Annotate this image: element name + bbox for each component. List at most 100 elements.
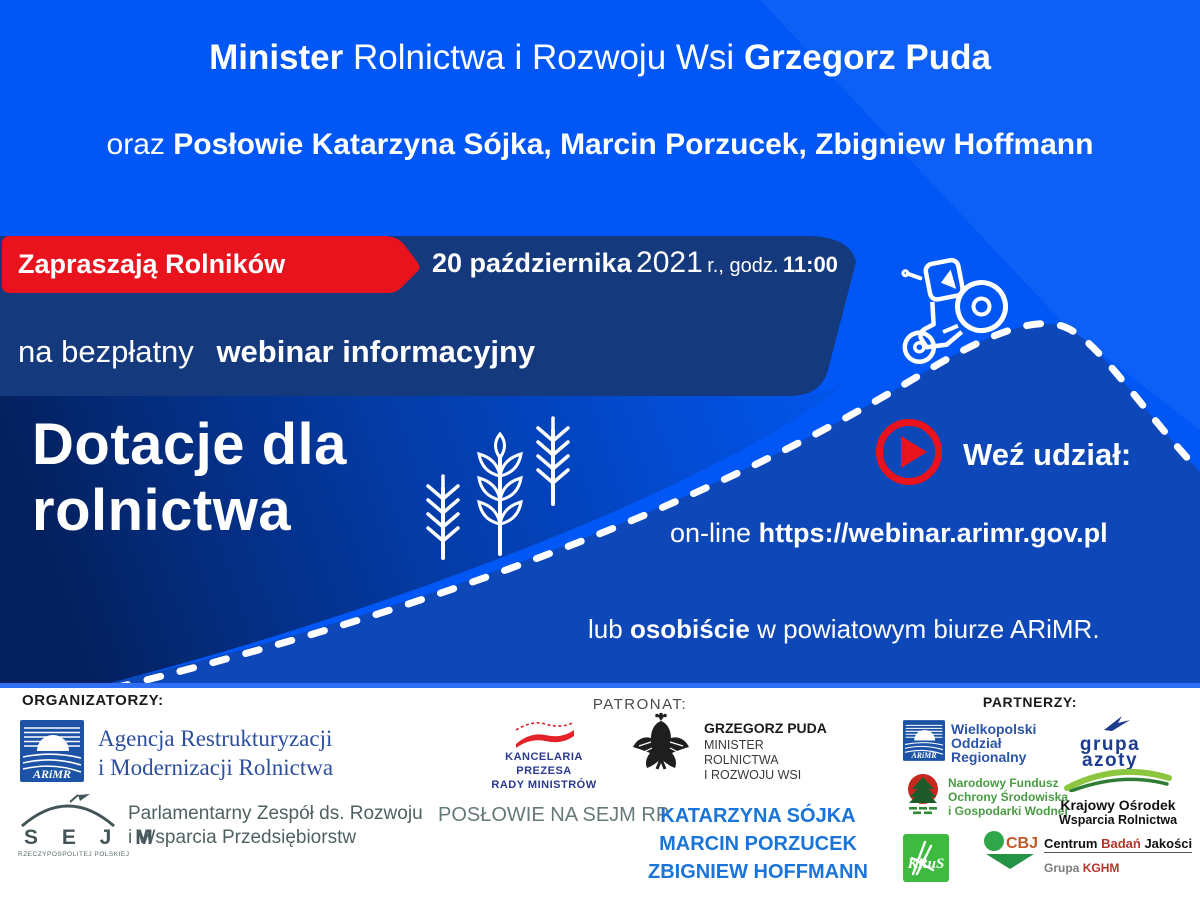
cbj-name: Centrum Badań Jakości	[1044, 836, 1193, 853]
alt-post: w powiatowym biurze ARiMR.	[757, 614, 1100, 644]
arimr-logo: ARiMR	[20, 720, 84, 782]
hero-section: Minister Rolnictwa i Rozwoju Wsi Grzegor…	[0, 0, 1200, 688]
webinar-url[interactable]: https://webinar.arimr.gov.pl	[758, 518, 1108, 548]
minister-title: MINISTER ROLNICTWA I ROZWOJU WSI	[704, 738, 801, 783]
regional-line2: Oddział	[951, 735, 1002, 751]
sejm-logo-subtext: RZECZYPOSPOLITEJ POLSKIEJ	[18, 851, 130, 858]
regional-line1: Wielkopolski	[951, 721, 1037, 737]
partners-heading: PARTNERZY:	[982, 694, 1078, 710]
azoty-arrow-icon	[1104, 716, 1130, 731]
footer-section: ORGANIZATORZY: ARiMR Agencja Restruktury…	[0, 688, 1200, 900]
organizers-heading: ORGANIZATORZY:	[22, 692, 164, 709]
poster-title: Dotacje dla rolnictwa	[32, 412, 347, 544]
sejm-logo-letters: S E J M	[24, 826, 162, 850]
dashed-road	[119, 320, 1200, 683]
alt-bold: osobiście	[629, 614, 750, 644]
kowr-logo: Krajowy Ośrodek Wsparcia Rolnictwa	[1058, 768, 1178, 827]
kghm-group-label: Grupa KGHM	[1044, 861, 1192, 875]
kowr-swoosh-icon	[1064, 768, 1172, 793]
arimr-name: Agencja Restrukturyzacji i Modernizacji …	[98, 724, 333, 782]
nfosigw-logo	[908, 774, 938, 815]
deputy-name: MARCIN PORZUCEK	[659, 833, 857, 855]
nfosigw-name: Narodowy Fundusz Ochrony Środowiska i Go…	[948, 776, 1068, 818]
minister-title-line2: ROLNICTWA	[704, 753, 779, 767]
deputy-name: ZBIGNIEW HOFFMANN	[648, 861, 868, 883]
header-poslowie: Posłowie	[173, 128, 304, 161]
minister-title-line1: MINISTER	[704, 738, 764, 752]
krus-logo-text: KRuS	[907, 856, 945, 872]
eagle-emblem-icon	[633, 712, 689, 770]
regional-line3: Regionalny	[951, 749, 1027, 765]
arimr-logo-text: ARiMR	[32, 767, 71, 781]
kprm-flag-icon	[515, 721, 575, 748]
patronage-heading: PATRONAT:	[592, 696, 688, 713]
kprm-line1: KANCELARIA PREZESA	[505, 751, 583, 777]
title-line2: rolnictwa	[32, 478, 292, 543]
kprm-line2: RADY MINISTRÓW	[491, 779, 597, 791]
intro-light: na bezpłatny	[18, 334, 194, 369]
arimr-name-line1: Agencja Restrukturyzacji	[98, 726, 333, 751]
minister-title-line3: I ROZWOJU WSI	[704, 768, 802, 782]
kghm-grupa: Grupa	[1044, 861, 1080, 875]
cbj-word-centrum: Centrum	[1044, 836, 1098, 851]
header-ministry: Rolnictwa i Rozwoju Wsi	[353, 38, 735, 77]
sejm-letters-text: S E J M	[24, 826, 162, 849]
wheat-ear-icon-right	[536, 416, 570, 506]
header-line1: Minister Rolnictwa i Rozwoju Wsi Grzegor…	[0, 38, 1200, 78]
deputies-names: KATARZYNA SÓJKA MARCIN PORZUCEK ZBIGNIEW…	[638, 802, 878, 886]
nfos-line1: Narodowy Fundusz	[948, 776, 1059, 790]
intro-bold: webinar informacyjny	[216, 334, 536, 369]
azoty-word2: azoty	[1081, 750, 1139, 771]
grupa-azoty-logo: grupa azoty	[1068, 712, 1152, 771]
deputies-label: POSŁOWIE NA SEJM RP	[438, 804, 670, 826]
kprm-name: KANCELARIA PREZESA RADY MINISTRÓW	[478, 750, 610, 792]
cbj-word-badan: Badań	[1101, 836, 1141, 851]
online-line: on-line https://webinar.arimr.gov.pl	[670, 518, 1108, 549]
event-intro: na bezpłatny webinar informacyjny	[18, 334, 535, 370]
header-oraz: oraz	[106, 128, 165, 161]
play-button[interactable]	[876, 419, 942, 485]
wheat-ear-icon-left	[426, 474, 460, 560]
cbj-name-block: Centrum Badań Jakości Grupa KGHM	[1044, 836, 1193, 875]
regional-branch-name: Wielkopolski Oddział Regionalny	[951, 722, 1036, 764]
hill-ground	[110, 323, 1200, 683]
sejm-dome-icon	[21, 794, 115, 828]
cbj-word-jakosci: Jakości	[1144, 836, 1193, 851]
krus-logo: KRuS	[903, 834, 949, 882]
parliament-group-name: Parlamentarny Zespół ds. Rozwoju i Wspar…	[128, 802, 423, 850]
date-suffix: r., godz.	[707, 255, 779, 277]
badge-label: Zapraszają Rolników	[18, 249, 286, 279]
wheat-stalk-icon-middle	[477, 431, 523, 556]
azoty-word1: grupa	[1079, 734, 1141, 755]
date-day-month: 20 października	[432, 248, 632, 278]
deputy-name: KATARZYNA SÓJKA	[660, 805, 856, 827]
parliament-line1: Parlamentarny Zespół ds. Rozwoju	[128, 803, 423, 824]
date-year: 2021	[636, 246, 703, 279]
hill-shadow	[0, 368, 862, 683]
date-time: 11:00	[782, 252, 838, 277]
header-line2: oraz Posłowie Katarzyna Sójka, Marcin Po…	[0, 128, 1200, 162]
parliament-line2: i Wsparcia Przedsiębiorstw	[128, 827, 357, 848]
header-deputy-names: Katarzyna Sójka, Marcin Porzucek, Zbigni…	[311, 128, 1094, 161]
cbj-logo-icon: CBJ	[984, 831, 1038, 869]
light-diagonal	[760, 0, 1200, 430]
header-minister-name: Grzegorz Puda	[743, 38, 991, 77]
nfos-line2: Ochrony Środowiska	[948, 790, 1069, 804]
title-line1: Dotacje dla	[32, 412, 347, 477]
kghm-name: KGHM	[1082, 861, 1120, 875]
arimr-mini-logo-text: ARiMR	[911, 751, 937, 760]
alt-pre: lub	[588, 614, 623, 644]
badge-ribbon	[2, 236, 420, 293]
kowr-line2: Wsparcia Rolnictwa	[1058, 813, 1178, 827]
event-date: 20 października 2021 r., godz. 11:00	[432, 246, 838, 280]
tractor-icon	[901, 257, 1009, 364]
kowr-line1: Krajowy Ośrodek	[1060, 797, 1176, 813]
arimr-name-line2: i Modernizacji Rolnictwa	[98, 755, 334, 780]
nfos-line3: i Gospodarki Wodnej	[948, 804, 1068, 818]
hero-background-graphic	[0, 0, 1200, 683]
play-icon	[901, 436, 927, 468]
arimr-regional-logo: ARiMR	[903, 720, 945, 761]
join-label: Weź udział:	[963, 437, 1132, 472]
cbj-acronym-text: CBJ	[1006, 835, 1038, 852]
